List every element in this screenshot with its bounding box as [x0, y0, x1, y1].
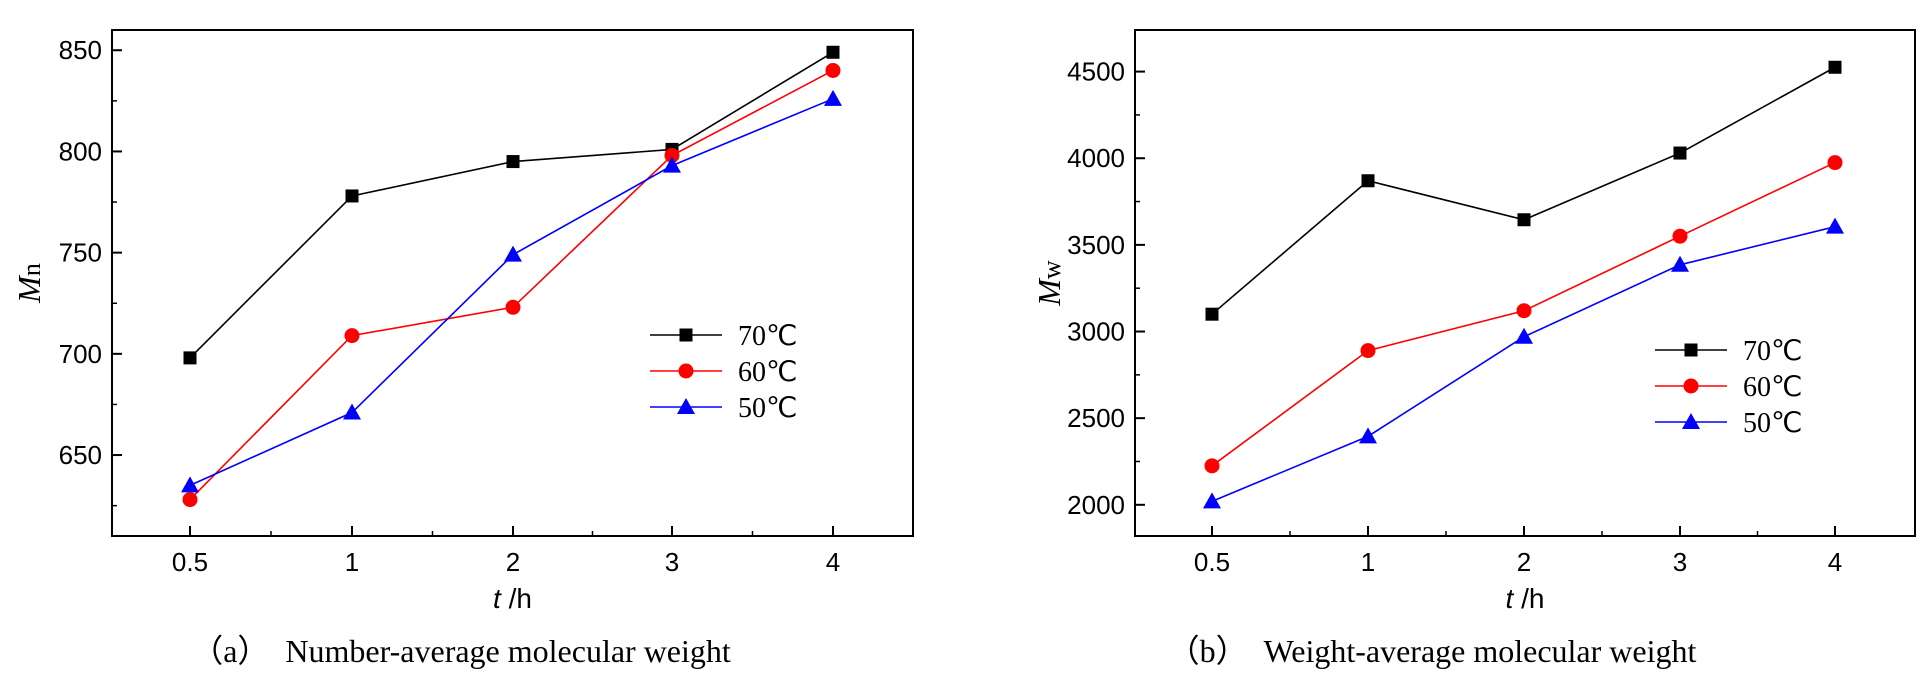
x-axis-label: t /h	[1506, 583, 1545, 614]
y-axis-subscript: n	[17, 263, 46, 276]
data-point	[824, 89, 842, 106]
data-point	[1672, 228, 1688, 244]
x-tick-label: 4	[826, 547, 840, 577]
data-point	[1204, 458, 1220, 474]
legend-marker	[1684, 343, 1698, 357]
x-axis-variable: t	[493, 583, 502, 614]
data-point	[1671, 255, 1689, 272]
plot-frame	[1134, 29, 1916, 537]
data-point	[1828, 60, 1842, 74]
data-point	[1361, 174, 1375, 188]
data-point	[664, 147, 680, 163]
data-point	[1516, 303, 1532, 319]
y-tick-label: 2500	[1067, 403, 1125, 433]
x-tick-label: 3	[665, 547, 679, 577]
data-point	[1360, 343, 1376, 359]
y-axis-label: Mw	[1031, 260, 1067, 307]
legend-marker	[677, 398, 695, 414]
y-tick-label: 750	[59, 238, 102, 268]
data-point	[183, 351, 197, 365]
chart-panel-a: 650 700 750 800 850 0.5 1 2 3 4 t /h Mn 70℃ 60℃ 50℃ （a）…	[11, 29, 914, 669]
x-tick-label: 2	[1517, 547, 1531, 577]
x-tick-label: 0.5	[172, 547, 208, 577]
y-tick-label: 3500	[1067, 230, 1125, 260]
series-line	[1211, 66, 1836, 315]
legend-marker	[1682, 413, 1700, 429]
x-axis-variable: t	[1506, 583, 1515, 614]
data-point	[1827, 155, 1843, 171]
data-point	[344, 328, 360, 344]
legend-label: 60℃	[1743, 372, 1802, 403]
x-axis-unit: /h	[1513, 583, 1544, 614]
y-tick-label: 650	[59, 440, 102, 470]
legend-label: 70℃	[738, 321, 797, 352]
y-axis-label: Mn	[11, 263, 47, 304]
y-axis-subscript: w	[1037, 260, 1066, 279]
x-tick-label: 1	[1361, 547, 1375, 577]
chart-panel-b: 2000 2500 3000 3500 4000 4500 0.5 1 2 3 4 t /h Mw 70℃…	[1031, 29, 1916, 669]
x-tick-label: 3	[1673, 547, 1687, 577]
series-line	[1211, 225, 1836, 503]
x-tick-label: 1	[345, 547, 359, 577]
x-axis-unit: /h	[501, 583, 532, 614]
y-tick-label: 4500	[1067, 57, 1125, 87]
legend-marker	[679, 328, 693, 342]
data-point	[1517, 213, 1531, 227]
data-point	[1205, 307, 1219, 321]
data-point	[505, 299, 521, 315]
chart-caption: （a） Number-average molecular weight	[191, 633, 731, 669]
y-tick-label: 800	[59, 136, 102, 166]
plot-frame	[111, 29, 914, 537]
x-tick-label: 4	[1828, 547, 1842, 577]
data-point	[345, 189, 359, 203]
data-point	[1359, 427, 1377, 444]
x-tick-label: 0.5	[1194, 547, 1230, 577]
data-point	[182, 492, 198, 508]
data-point	[506, 155, 520, 169]
y-tick-label: 850	[59, 35, 102, 65]
legend-label: 50℃	[1743, 408, 1802, 439]
x-tick-label: 2	[506, 547, 520, 577]
y-tick-label: 700	[59, 339, 102, 369]
y-tick-label: 4000	[1067, 143, 1125, 173]
data-point	[1673, 146, 1687, 160]
legend-label: 50℃	[738, 393, 797, 424]
data-point	[826, 45, 840, 59]
data-point	[1826, 217, 1844, 234]
y-axis-variable: M	[1031, 277, 1067, 307]
legend-label: 60℃	[738, 357, 797, 388]
legend-marker	[678, 363, 694, 379]
data-point	[1515, 327, 1533, 344]
data-point	[181, 476, 199, 493]
y-tick-label: 3000	[1067, 317, 1125, 347]
y-axis-variable: M	[11, 274, 47, 304]
y-tick-label: 2000	[1067, 490, 1125, 520]
data-point	[663, 156, 681, 173]
legend-marker	[1683, 378, 1699, 394]
data-point	[504, 245, 522, 262]
x-axis-label: t /h	[493, 583, 532, 614]
legend-label: 70℃	[1743, 336, 1802, 367]
series-line	[189, 69, 834, 501]
data-point	[343, 403, 361, 420]
data-point	[825, 62, 841, 78]
data-point	[1203, 492, 1221, 509]
chart-caption: （b） Weight-average molecular weight	[1168, 633, 1697, 669]
